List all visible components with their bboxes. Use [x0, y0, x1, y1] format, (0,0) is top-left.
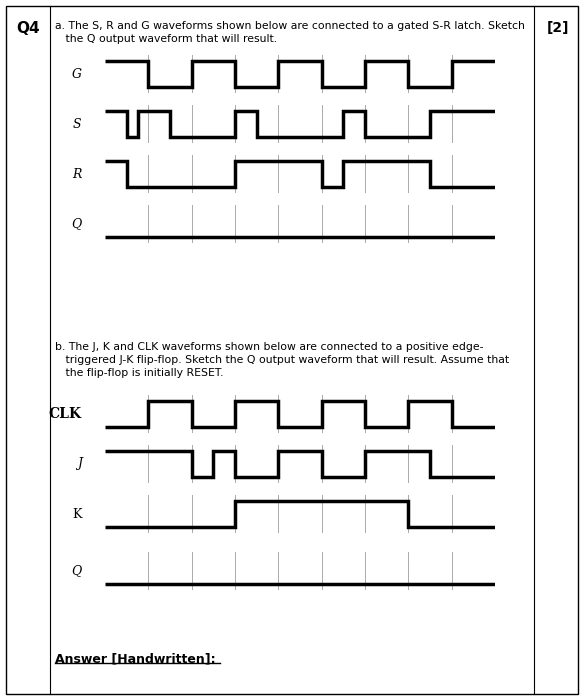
Text: triggered J-K flip-flop. Sketch the Q output waveform that will result. Assume t: triggered J-K flip-flop. Sketch the Q ou… — [55, 355, 509, 365]
Text: [2]: [2] — [547, 21, 569, 35]
Text: S: S — [73, 118, 82, 130]
Text: CLK: CLK — [48, 407, 82, 421]
Text: R: R — [72, 167, 82, 181]
Text: a. The S, R and G waveforms shown below are connected to a gated S-R latch. Sket: a. The S, R and G waveforms shown below … — [55, 21, 525, 31]
Text: K: K — [72, 508, 82, 521]
Text: b. The J, K and CLK waveforms shown below are connected to a positive edge-: b. The J, K and CLK waveforms shown belo… — [55, 342, 484, 352]
Text: Q: Q — [71, 564, 82, 578]
Text: J: J — [77, 458, 82, 470]
Text: Answer [Handwritten]:: Answer [Handwritten]: — [55, 652, 215, 665]
Text: Q4: Q4 — [16, 21, 40, 36]
Text: G: G — [72, 67, 82, 80]
Text: the Q output waveform that will result.: the Q output waveform that will result. — [55, 34, 277, 44]
Text: the flip-flop is initially RESET.: the flip-flop is initially RESET. — [55, 368, 224, 378]
Text: Q: Q — [71, 218, 82, 230]
